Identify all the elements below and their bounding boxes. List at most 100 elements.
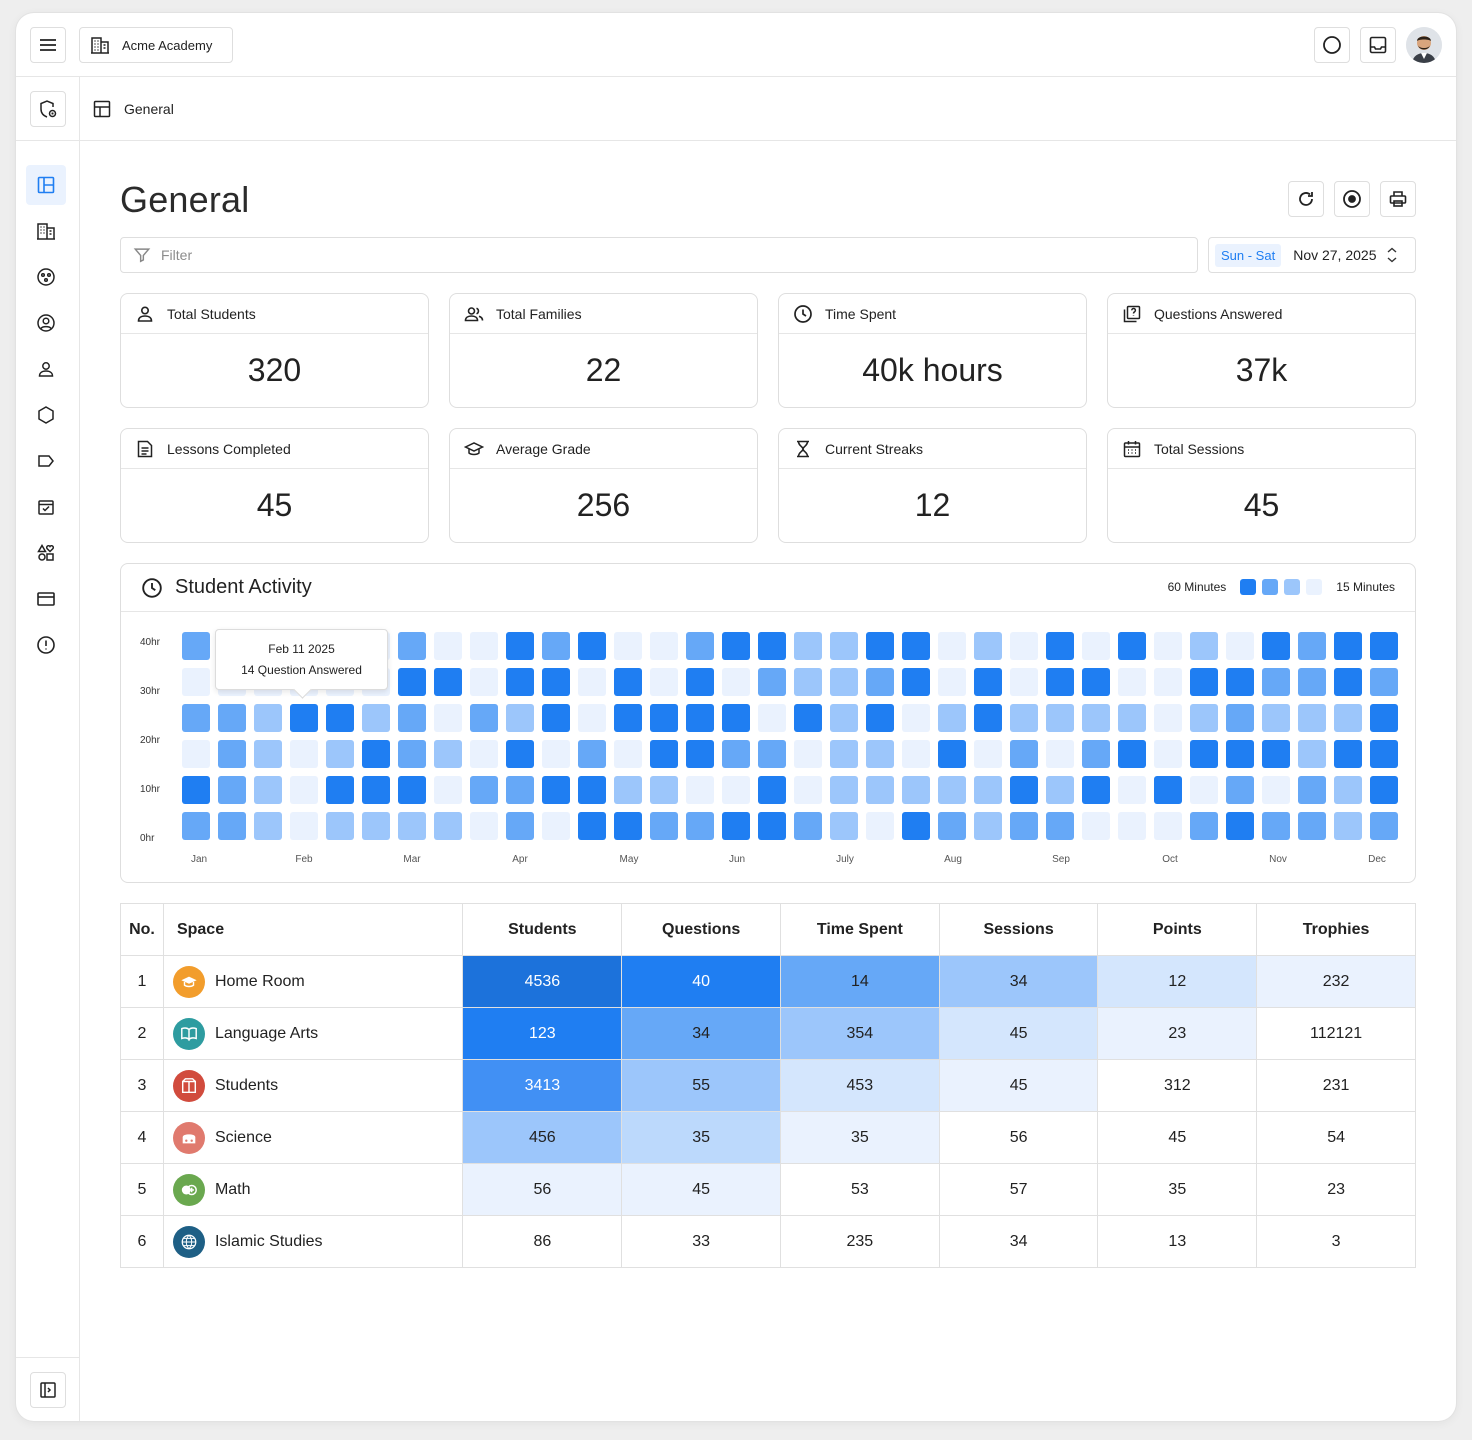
heatmap-cell[interactable] xyxy=(830,668,858,696)
heatmap-cell[interactable] xyxy=(722,632,750,660)
heatmap-cell[interactable] xyxy=(542,668,570,696)
heatmap-cell[interactable] xyxy=(938,704,966,732)
heatmap-cell[interactable] xyxy=(1154,776,1182,804)
heatmap-cell[interactable] xyxy=(1010,632,1038,660)
heatmap-cell[interactable] xyxy=(362,740,390,768)
heatmap-cell[interactable] xyxy=(542,776,570,804)
heatmap-cell[interactable] xyxy=(506,812,534,840)
heatmap-cell[interactable] xyxy=(686,776,714,804)
heatmap-cell[interactable] xyxy=(686,812,714,840)
heatmap-cell[interactable] xyxy=(1046,812,1074,840)
heatmap-cell[interactable] xyxy=(974,704,1002,732)
space-cell[interactable]: Home Room xyxy=(163,955,464,1008)
heatmap-cell[interactable] xyxy=(542,740,570,768)
heatmap-cell[interactable] xyxy=(1370,668,1398,696)
heatmap-cell[interactable] xyxy=(434,632,462,660)
heatmap-cell[interactable] xyxy=(686,632,714,660)
heatmap-cell[interactable] xyxy=(506,632,534,660)
heatmap-cell[interactable] xyxy=(1370,704,1398,732)
heatmap-cell[interactable] xyxy=(1298,632,1326,660)
heatmap-cell[interactable] xyxy=(974,668,1002,696)
heatmap-cell[interactable] xyxy=(1370,812,1398,840)
heatmap-cell[interactable] xyxy=(830,632,858,660)
space-cell[interactable]: Math xyxy=(163,1163,464,1216)
status-button[interactable] xyxy=(1314,27,1350,63)
heatmap-cell[interactable] xyxy=(866,704,894,732)
column-header-time-spent[interactable]: Time Spent xyxy=(780,903,940,956)
heatmap-cell[interactable] xyxy=(902,776,930,804)
heatmap-cell[interactable] xyxy=(398,812,426,840)
heatmap-cell[interactable] xyxy=(650,776,678,804)
heatmap-cell[interactable] xyxy=(1190,668,1218,696)
heatmap-cell[interactable] xyxy=(1226,632,1254,660)
heatmap-cell[interactable] xyxy=(578,740,606,768)
heatmap-cell[interactable] xyxy=(254,704,282,732)
heatmap-cell[interactable] xyxy=(1334,632,1362,660)
heatmap-cell[interactable] xyxy=(1298,704,1326,732)
org-switcher[interactable]: Acme Academy xyxy=(79,27,233,63)
heatmap-cell[interactable] xyxy=(794,812,822,840)
stat-card-total-students[interactable]: Total Students 320 xyxy=(120,293,429,408)
heatmap-cell[interactable] xyxy=(1298,668,1326,696)
heatmap-cell[interactable] xyxy=(1010,704,1038,732)
column-header-no[interactable]: No. xyxy=(120,903,164,956)
inbox-button[interactable] xyxy=(1360,27,1396,63)
space-cell[interactable]: Islamic Studies xyxy=(163,1215,464,1268)
heatmap-cell[interactable] xyxy=(866,776,894,804)
heatmap-cell[interactable] xyxy=(254,776,282,804)
heatmap-cell[interactable] xyxy=(578,668,606,696)
heatmap-cell[interactable] xyxy=(1190,812,1218,840)
heatmap-cell[interactable] xyxy=(290,704,318,732)
heatmap-cell[interactable] xyxy=(758,740,786,768)
table-row[interactable]: 1 Home Room 4536 40 14 34 12 232 xyxy=(120,955,1416,1008)
heatmap-cell[interactable] xyxy=(722,812,750,840)
heatmap-cell[interactable] xyxy=(542,632,570,660)
space-cell[interactable]: Science xyxy=(163,1111,464,1164)
heatmap-cell[interactable] xyxy=(542,812,570,840)
heatmap-cell[interactable] xyxy=(902,740,930,768)
heatmap-cell[interactable] xyxy=(902,704,930,732)
heatmap-cell[interactable] xyxy=(758,812,786,840)
heatmap-cell[interactable] xyxy=(686,668,714,696)
heatmap-cell[interactable] xyxy=(1082,740,1110,768)
filter-input[interactable]: Filter xyxy=(120,237,1198,273)
heatmap-cell[interactable] xyxy=(830,740,858,768)
heatmap-cell[interactable] xyxy=(434,812,462,840)
heatmap-cell[interactable] xyxy=(362,704,390,732)
heatmap-cell[interactable] xyxy=(866,740,894,768)
heatmap-cell[interactable] xyxy=(1046,632,1074,660)
heatmap-cell[interactable] xyxy=(434,740,462,768)
heatmap-cell[interactable] xyxy=(326,812,354,840)
heatmap-cell[interactable] xyxy=(398,632,426,660)
heatmap-cell[interactable] xyxy=(614,704,642,732)
heatmap-cell[interactable] xyxy=(1262,812,1290,840)
heatmap-cell[interactable] xyxy=(938,740,966,768)
heatmap-cell[interactable] xyxy=(326,776,354,804)
heatmap-cell[interactable] xyxy=(182,632,210,660)
heatmap-cell[interactable] xyxy=(1226,668,1254,696)
workspace-button[interactable] xyxy=(30,91,66,127)
heatmap-cell[interactable] xyxy=(1370,740,1398,768)
heatmap-cell[interactable] xyxy=(1010,812,1038,840)
heatmap-cell[interactable] xyxy=(506,668,534,696)
menu-button[interactable] xyxy=(30,27,66,63)
heatmap-cell[interactable] xyxy=(1262,776,1290,804)
space-cell[interactable]: Language Arts xyxy=(163,1007,464,1060)
heatmap-cell[interactable] xyxy=(758,668,786,696)
heatmap-cell[interactable] xyxy=(974,632,1002,660)
heatmap-cell[interactable] xyxy=(362,776,390,804)
heatmap-cell[interactable] xyxy=(1190,776,1218,804)
column-header-questions[interactable]: Questions xyxy=(621,903,782,956)
table-row[interactable]: 2 Language Arts 123 34 354 45 23 112121 xyxy=(120,1007,1416,1060)
heatmap-cell[interactable] xyxy=(1046,740,1074,768)
heatmap-cell[interactable] xyxy=(1334,704,1362,732)
heatmap-cell[interactable] xyxy=(434,704,462,732)
heatmap-cell[interactable] xyxy=(722,668,750,696)
stat-card-total-families[interactable]: Total Families 22 xyxy=(449,293,758,408)
avatar[interactable] xyxy=(1406,27,1442,63)
table-row[interactable]: 4 Science 456 35 35 56 45 54 xyxy=(120,1111,1416,1164)
heatmap-cell[interactable] xyxy=(1082,668,1110,696)
collapse-sidebar-button[interactable] xyxy=(30,1372,66,1408)
heatmap-cell[interactable] xyxy=(1262,632,1290,660)
heatmap-cell[interactable] xyxy=(1298,812,1326,840)
